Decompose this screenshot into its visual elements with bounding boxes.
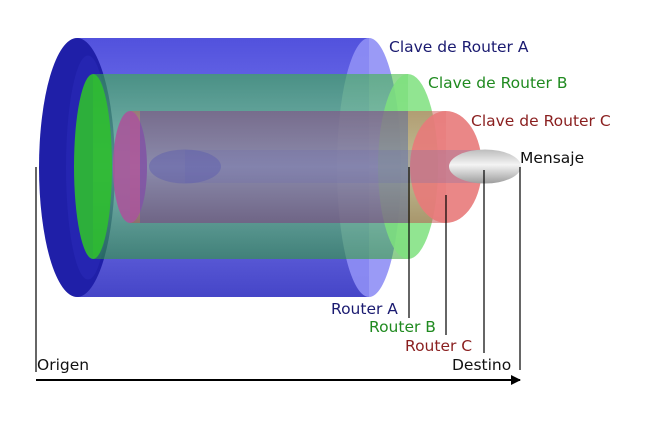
router-c-label: Router C	[405, 337, 472, 355]
message-capsule	[149, 149, 521, 184]
router-b-label: Router B	[369, 318, 436, 336]
route-marker-lines	[35, 167, 521, 372]
router-a-label: Router A	[331, 300, 398, 318]
origin-label: Origen	[37, 356, 89, 374]
destination-label: Destino	[452, 356, 511, 374]
message-label: Mensaje	[520, 149, 584, 167]
key-b-label: Clave de Router B	[428, 74, 568, 92]
key-c-label: Clave de Router C	[471, 112, 611, 130]
layer-c-cylinder	[113, 111, 482, 223]
key-a-label: Clave de Router A	[389, 38, 529, 56]
core-tint	[140, 111, 408, 223]
